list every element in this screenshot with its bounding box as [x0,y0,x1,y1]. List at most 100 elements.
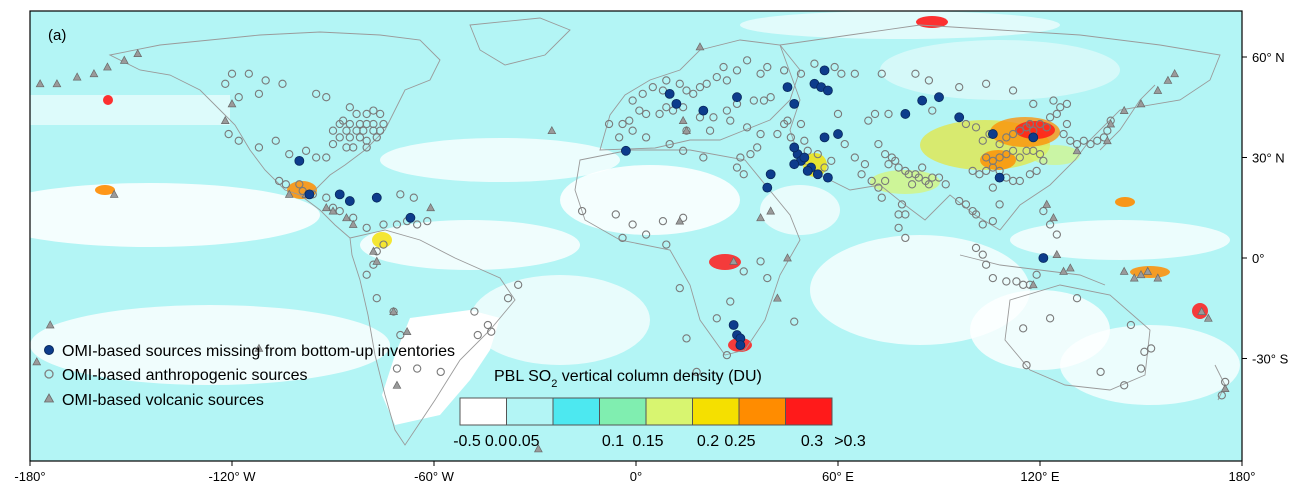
missing-source-point [294,155,305,166]
anthropogenic-source-point [796,69,806,78]
legend-marker-anthropogenic [44,369,54,379]
anthropogenic-source-point [800,136,809,145]
anthropogenic-source-point [628,126,637,135]
volcanic-source-point [1136,99,1146,108]
anthropogenic-source-point [1045,113,1055,122]
anthropogenic-source-point [1025,170,1035,179]
volcanic-source-point [372,256,382,265]
anthropogenic-source-point [749,96,758,105]
volcanic-source-point [32,357,42,366]
missing-source-point [819,132,830,143]
anthropogenic-source-point [884,109,893,119]
volcanic-source-point [1028,280,1038,289]
anthropogenic-source-point [880,176,890,186]
missing-source-point [789,142,800,153]
anthropogenic-source-point [877,193,886,202]
anthropogenic-source-point [618,119,627,129]
anthropogenic-source-point [335,206,344,216]
colorbar-boxes [459,397,833,426]
anthropogenic-source-point [695,83,705,92]
anthropogenic-source-point [746,149,755,159]
volcanic-source-point [109,189,119,198]
volcanic-source-point [119,55,129,64]
anthropogenic-source-point [1052,109,1061,119]
legend-marker-missing [44,345,54,355]
anthropogenic-source-point [1029,146,1038,155]
anthropogenic-source-point [968,166,977,176]
anthropogenic-source-point [335,133,344,142]
anthropogenic-source-point [877,69,886,78]
anthropogenic-source-point [628,96,637,105]
anthropogenic-source-point [1035,149,1045,159]
anthropogenic-source-point [473,330,482,340]
australia-outline [1004,284,1151,391]
missing-source-point [664,88,675,99]
anthropogenic-source-point [328,139,338,149]
anthropogenic-source-point [483,320,493,330]
anthropogenic-source-point [857,170,866,179]
anthropogenic-source-point [742,56,752,65]
anthropogenic-source-point [850,153,859,162]
low-band-south-pacific [30,305,390,385]
volcanic-source-point [1197,306,1206,315]
anthropogenic-source-point [786,133,796,142]
legend-marker-volcanic [43,393,55,403]
low-band-siberia [880,40,1120,100]
anthropogenic-source-point [352,109,361,119]
missing-source-point [934,92,944,103]
volcanic-source-point [1119,105,1129,114]
low-band-south-west-pacific [1060,325,1240,405]
anthropogenic-source-point [995,200,1004,209]
anthropogenic-source-point [813,149,822,159]
anthropogenic-source-point [1066,136,1075,145]
anthropogenic-source-point [638,89,647,98]
volcanic-source-point [766,206,776,215]
volcanic-source-point [389,306,398,315]
africa-outline [574,149,801,356]
low-band-arabia [760,185,840,235]
volcanic-source-point [348,219,358,228]
anthropogenic-source-point [705,126,715,135]
x-tick-label: -120° W [208,469,256,484]
anthropogenic-source-point [827,156,836,165]
missing-source-point [994,172,1005,183]
panel-label: (a) [48,27,66,44]
colorbar-tick-label: 0.0 [485,433,507,450]
volcanic-source-point [1065,263,1075,272]
anthropogenic-source-point [678,146,688,155]
y-axis: 60° N 30° N 0° -30° S [1242,50,1289,367]
anthropogenic-source-point [971,243,981,253]
anthropogenic-source-point [244,69,253,78]
volcanic-source-point [1042,199,1052,208]
anthropogenic-source-point [779,119,789,129]
low-band-north-pacific [30,95,230,125]
anthropogenic-source-point [1019,324,1028,333]
anthropogenic-source-point [295,180,304,189]
volcanic-source-point [1163,75,1173,84]
missing-source-point [802,165,813,176]
anthropogenic-source-point [409,193,418,202]
anthropogenic-source-point [362,143,371,152]
anthropogenic-source-point [995,153,1004,162]
anthropogenic-source-point [763,62,772,72]
anthropogenic-source-point [773,129,782,139]
anthropogenic-source-point [1008,86,1018,95]
volcanic-source-point [392,380,402,389]
volcanic-source-point [133,48,143,58]
missing-source-point [799,152,810,163]
anthropogenic-source-point [362,270,371,279]
anthropogenic-source-point [884,160,893,169]
anthropogenic-source-point [955,196,964,206]
colorbar-tick-label: 0.1 [602,433,624,450]
anthropogenic-source-point [1049,96,1058,105]
anthropogenic-source-point [355,133,365,142]
volcanic-source-point [35,79,45,88]
anthropogenic-source-point [924,76,934,85]
anthropogenic-source-point [894,223,903,232]
volcanic-source-point [1052,249,1062,258]
anthropogenic-source-point [413,220,422,229]
anthropogenic-source-point [1056,103,1065,112]
colorbar-segment [785,397,833,426]
anthropogenic-source-point [702,79,711,88]
anthropogenic-source-point [726,116,735,125]
